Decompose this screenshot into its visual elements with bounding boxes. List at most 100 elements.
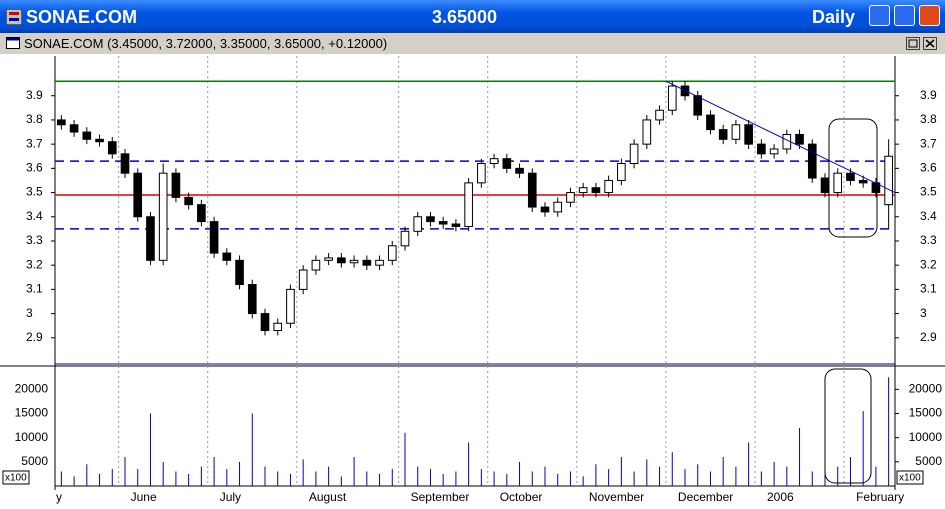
- candle-body: [884, 155, 893, 206]
- candle-body: [120, 153, 130, 174]
- trendline: [665, 80, 896, 194]
- candle-body: [426, 216, 435, 223]
- y-tick-label-right: 3.9: [920, 88, 937, 102]
- y-tick-label-right: 3.2: [920, 257, 937, 271]
- candle-body: [247, 284, 257, 315]
- candle-body: [642, 119, 652, 145]
- x-tick-label: October: [500, 490, 543, 504]
- unit-box-right: [896, 470, 924, 485]
- y-tick-label: 3.3: [26, 233, 43, 247]
- y-tick-label: 3.8: [26, 112, 43, 126]
- volume-tick-label: 20000: [15, 382, 49, 396]
- candle-body: [375, 259, 384, 266]
- candle-body: [489, 158, 499, 165]
- volume-tick-label-right: 5000: [915, 454, 942, 468]
- volume-tick-label-right: 10000: [909, 430, 943, 444]
- candle-body: [362, 259, 372, 266]
- candle-body: [464, 182, 473, 227]
- candle-body: [515, 167, 524, 174]
- app-icon: [6, 9, 22, 25]
- candle-body: [235, 259, 244, 286]
- y-tick-label: 3.6: [26, 161, 43, 175]
- volume-tick-label: 5000: [21, 454, 48, 468]
- y-tick-label: 3.4: [26, 209, 43, 223]
- close-button[interactable]: [919, 5, 940, 26]
- unit-label-left: x100: [5, 473, 27, 484]
- candle-body: [286, 288, 295, 324]
- unit-box-left: [2, 470, 30, 485]
- maximize-button[interactable]: [894, 5, 915, 26]
- candle-body: [629, 143, 639, 165]
- x-tick-label: June: [131, 490, 157, 504]
- candle-body: [146, 216, 155, 261]
- y-tick-label-right: 3.4: [920, 209, 937, 223]
- candle-body: [184, 196, 193, 206]
- y-tick-label-right: 3.7: [920, 136, 937, 150]
- volume-tick-label: 15000: [15, 406, 49, 420]
- candle-body: [324, 257, 333, 261]
- candle-body: [553, 201, 563, 213]
- candle-body: [349, 259, 359, 264]
- x-tick-label: September: [411, 490, 470, 504]
- y-tick-label-right: 3.8: [920, 112, 937, 126]
- candle-body: [171, 172, 181, 198]
- candle-body: [438, 221, 448, 225]
- panel-bar: SONAE.COM (3.45000, 3.72000, 3.35000, 3.…: [0, 33, 945, 55]
- candle-body: [718, 129, 728, 140]
- y-tick-label-right: 3.1: [920, 282, 937, 296]
- volume-tick-label-right: 15000: [909, 406, 943, 420]
- x-tick-label: February: [856, 490, 904, 504]
- candle-body: [693, 95, 703, 116]
- y-tick-label-right: 3.3: [920, 233, 937, 247]
- candle-body: [209, 221, 219, 254]
- y-tick-label-right: 3.6: [920, 161, 937, 175]
- y-tick-label: 2.9: [26, 330, 43, 344]
- candle-body: [566, 192, 575, 203]
- minimize-button[interactable]: [869, 5, 890, 26]
- window-period: Daily: [812, 7, 856, 27]
- y-tick-label-right: 2.9: [920, 330, 937, 344]
- candle-body: [706, 114, 715, 131]
- x-tick-label: y: [56, 490, 62, 504]
- x-tick-label: November: [589, 490, 644, 504]
- candle-body: [477, 163, 486, 184]
- candle-body: [604, 179, 613, 194]
- candle-body: [400, 230, 410, 247]
- y-tick-label-right: 3: [920, 306, 927, 320]
- candle-body: [846, 172, 855, 181]
- y-tick-label: 3.2: [26, 257, 43, 271]
- candle-body: [57, 119, 66, 126]
- panel-icon: [6, 37, 20, 49]
- candle-body: [502, 158, 512, 169]
- candle-body: [273, 322, 283, 332]
- y-tick-label: 3: [26, 306, 33, 320]
- volume-tick-label-right: 20000: [909, 382, 943, 396]
- candle-body: [807, 143, 817, 179]
- highlight-box: [828, 118, 878, 238]
- candle-body: [820, 177, 830, 194]
- x-tick-label: July: [220, 490, 241, 504]
- candle-body: [578, 187, 588, 194]
- candle-body: [591, 187, 601, 194]
- panel-caption: SONAE.COM (3.45000, 3.72000, 3.35000, 3.…: [24, 36, 388, 51]
- candle-body: [757, 143, 766, 155]
- chart: y June July August September October November D…: [0, 54, 945, 509]
- candle-body: [769, 148, 779, 155]
- x-tick-label: 2006: [767, 490, 794, 504]
- candle-body: [655, 109, 664, 121]
- candle-body: [744, 124, 753, 145]
- window-price: 3.65000: [432, 7, 498, 27]
- candle-body: [298, 269, 308, 290]
- candle-body: [260, 313, 270, 332]
- panel-buttons[interactable]: [906, 37, 940, 51]
- highlight-box: [824, 368, 872, 484]
- candle-body: [540, 206, 550, 213]
- y-tick-label: 3.7: [26, 136, 43, 150]
- candle-body: [222, 252, 232, 261]
- y-tick-label: 3.9: [26, 88, 43, 102]
- candle-body: [311, 259, 321, 271]
- title-bar: SONAE.COM 3.65000 Daily: [0, 0, 945, 33]
- candle-body: [451, 223, 461, 227]
- y-tick-label: 3.1: [26, 282, 43, 296]
